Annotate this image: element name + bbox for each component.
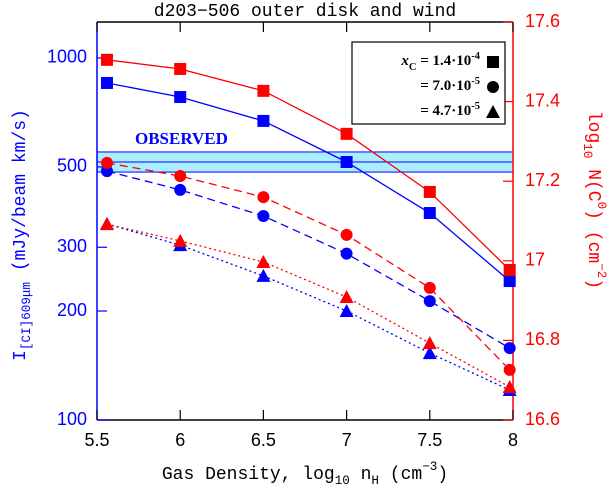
data-point (257, 114, 270, 127)
x-tick-label: 7.5 (417, 430, 442, 450)
data-point (503, 263, 516, 276)
data-point (99, 217, 114, 231)
series-line (106, 59, 511, 271)
x-tick-label: 8 (508, 430, 518, 450)
legend-marker (487, 56, 499, 68)
label-part: = 7.0·10 (420, 78, 471, 94)
label-part: C (409, 62, 417, 73)
label-part: -5 (471, 76, 480, 87)
x-tick-label: 7 (342, 430, 352, 450)
data-point (423, 207, 436, 220)
data-point (256, 268, 271, 282)
label-part: 10 (580, 143, 594, 158)
x-axis-label: Gas Density, log10 nH (cm−3) (162, 460, 448, 488)
label-part: I (11, 350, 31, 361)
label-part: 0 (594, 202, 608, 210)
label-part: [CI]609μm (20, 282, 34, 350)
y2-tick-label: 17.2 (525, 170, 560, 190)
data-point (340, 127, 353, 140)
data-point (257, 209, 270, 222)
data-point (502, 379, 517, 393)
y-tick-label: 300 (57, 236, 87, 256)
observed-label: OBSERVED (135, 129, 228, 148)
x-tick-label: 5.5 (84, 430, 109, 450)
x-tick-label: 6.5 (251, 430, 276, 450)
data-point (174, 62, 187, 75)
data-point (423, 295, 436, 308)
data-point (174, 183, 187, 196)
label-part: ) (437, 465, 448, 485)
data-point (423, 185, 436, 198)
label-part: -4 (471, 51, 480, 62)
legend-label: = 7.0·10-5 (420, 76, 480, 95)
data-point (100, 165, 113, 178)
label-part: (mJy/beam km/s) (11, 109, 31, 282)
legend-marker (486, 105, 500, 118)
label-part: x (400, 53, 409, 69)
chart-title: d203−506 outer disk and wind (154, 2, 456, 22)
data-point (100, 76, 113, 89)
label-part: Gas Density, log (162, 465, 335, 485)
y-axis-label: I[CI]609μm (mJy/beam km/s) (11, 109, 35, 361)
legend-marker (487, 81, 499, 93)
data-point (340, 228, 353, 241)
y-tick-label: 200 (57, 300, 87, 320)
series-line (106, 170, 511, 349)
label-part: N(C (583, 158, 603, 201)
series-line (106, 223, 510, 388)
data-point (422, 346, 437, 360)
series-line (106, 82, 511, 282)
data-point (503, 342, 516, 355)
label-part: 10 (335, 474, 350, 488)
label-part: = 4.7·10 (420, 103, 471, 119)
data-point (100, 53, 113, 66)
data-point (340, 247, 353, 260)
x-tick-label: 6 (175, 430, 185, 450)
legend-label: = 4.7·10-5 (420, 101, 480, 120)
label-part: −3 (422, 460, 437, 474)
series-line (106, 223, 510, 391)
data-point (257, 191, 270, 204)
label-part: -5 (471, 101, 480, 112)
label-part: log (583, 111, 603, 143)
label-part: ) (583, 278, 603, 289)
data-point (339, 290, 354, 304)
label-part: (cm (379, 465, 422, 485)
data-point (503, 363, 516, 376)
y-tick-label: 500 (57, 156, 87, 176)
legend-box (351, 41, 506, 125)
label-part: −2 (594, 263, 608, 278)
y-tick-label: 100 (57, 409, 87, 429)
data-point (503, 275, 516, 288)
label-part: ) (cm (583, 209, 603, 263)
data-point (256, 254, 271, 268)
y2-axis-label: log10 N(C0) (cm−2) (580, 111, 608, 289)
data-point (174, 91, 187, 104)
y2-tick-label: 16.8 (525, 329, 560, 349)
data-point (339, 304, 354, 318)
y2-tick-label: 17.4 (525, 90, 560, 110)
legend-label: xC = 1.4·10-4 (400, 51, 480, 73)
data-point (100, 156, 113, 169)
label-part: n (350, 465, 372, 485)
y2-tick-label: 16.6 (525, 409, 560, 429)
data-point (173, 233, 188, 247)
label-part: = 1.4·10 (416, 53, 471, 69)
data-point (422, 336, 437, 350)
data-point (257, 84, 270, 97)
data-point (423, 281, 436, 294)
y2-tick-label: 17 (525, 250, 545, 270)
data-point (340, 155, 353, 168)
series-line (106, 162, 511, 371)
y2-tick-label: 17.6 (525, 11, 560, 31)
data-point (174, 170, 187, 183)
label-part: H (371, 474, 379, 488)
y-tick-label: 1000 (47, 47, 87, 67)
